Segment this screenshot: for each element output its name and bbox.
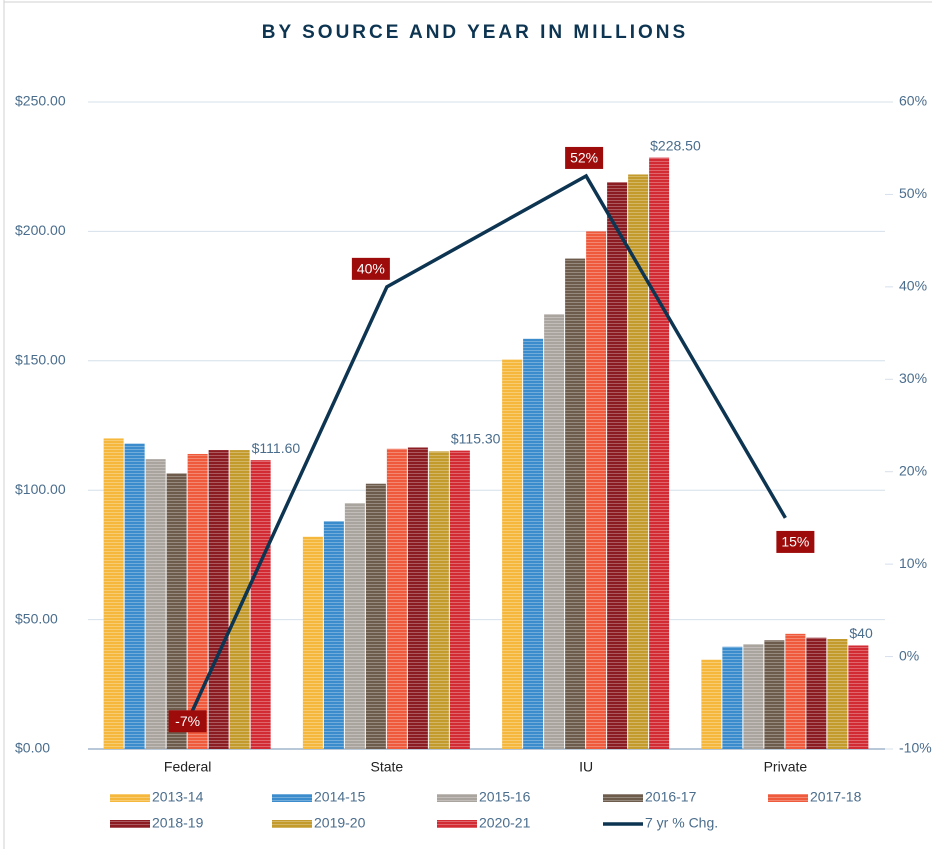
bar-texture xyxy=(607,182,628,749)
bar-texture xyxy=(649,157,670,750)
bar-texture xyxy=(124,443,145,749)
legend-texture xyxy=(603,794,643,802)
y2-tick-label: 60% xyxy=(899,93,927,109)
data-label: 40% xyxy=(357,261,385,277)
bar-texture xyxy=(848,645,869,749)
y2-tick-label: 30% xyxy=(899,370,927,386)
bar-texture xyxy=(449,450,470,749)
label-box xyxy=(776,530,815,553)
legend-texture xyxy=(110,820,150,828)
legend-texture xyxy=(272,794,312,802)
bar-texture xyxy=(187,453,208,749)
bar-texture xyxy=(502,359,523,749)
bar-texture xyxy=(701,659,722,749)
bar-texture xyxy=(386,448,407,749)
data-label: -7% xyxy=(175,713,200,729)
legend-label: 2014-15 xyxy=(314,789,366,805)
x-tick-label: State xyxy=(371,759,404,775)
bar-texture xyxy=(565,258,586,749)
bar-texture xyxy=(628,174,649,750)
bar-texture xyxy=(743,644,764,749)
bar-texture xyxy=(344,503,365,749)
x-tick-label: IU xyxy=(579,759,593,775)
y-tick-label: $200.00 xyxy=(15,222,66,238)
bar-texture xyxy=(544,314,565,749)
data-label: $40 xyxy=(849,625,873,641)
y-tick-label: $50.00 xyxy=(15,610,58,626)
y2-tick-label: 20% xyxy=(899,462,927,478)
y2-tick-label: 10% xyxy=(899,555,927,571)
label-box xyxy=(351,257,390,280)
data-label: 52% xyxy=(570,150,598,166)
bar-texture xyxy=(806,637,827,749)
bar-texture xyxy=(407,447,428,749)
legend-label: 2018-19 xyxy=(152,815,204,831)
chart-title: BY SOURCE AND YEAR IN MILLIONS xyxy=(262,22,688,43)
legend-label: 2019-20 xyxy=(314,815,366,831)
data-label: $115.30 xyxy=(451,430,501,446)
bar-texture xyxy=(145,459,166,749)
bar-texture xyxy=(586,231,607,749)
bar-texture xyxy=(764,640,785,749)
bar-texture xyxy=(827,639,848,749)
bar-texture xyxy=(208,450,229,749)
line xyxy=(186,173,787,723)
bar-texture xyxy=(250,460,271,749)
bar-texture xyxy=(785,633,806,749)
data-label: $228.50 xyxy=(650,137,701,153)
label-box xyxy=(168,710,207,733)
y2-tick-label: 50% xyxy=(899,185,927,201)
bar-texture xyxy=(323,521,344,749)
label-box xyxy=(565,146,604,169)
bar-texture xyxy=(103,438,124,749)
bar-texture xyxy=(428,451,449,749)
legend-texture xyxy=(272,820,312,828)
bar-texture xyxy=(523,338,544,749)
data-label: $111.60 xyxy=(252,440,301,456)
legend-label: 2016-17 xyxy=(645,789,697,805)
y2-tick-label: 0% xyxy=(899,647,919,663)
legend-texture xyxy=(110,794,150,802)
legend-texture xyxy=(437,794,477,802)
data-label: 15% xyxy=(781,534,809,550)
bar-texture xyxy=(365,483,386,749)
legend-label: 2013-14 xyxy=(152,789,204,805)
y-tick-label: $150.00 xyxy=(15,352,66,368)
bar-texture xyxy=(229,450,250,749)
bar-texture xyxy=(166,473,187,749)
x-tick-label: Private xyxy=(764,759,808,775)
legend-texture xyxy=(437,820,477,828)
bar-texture xyxy=(722,646,743,749)
y-tick-label: $0.00 xyxy=(15,740,50,756)
y2-tick-label: 40% xyxy=(899,278,927,294)
bar-texture xyxy=(302,536,323,749)
y-tick-label: $100.00 xyxy=(15,481,66,497)
legend-label: 2015-16 xyxy=(479,789,531,805)
legend-label: 7 yr % Chg. xyxy=(645,815,718,831)
legend-label: 2020-21 xyxy=(479,815,531,831)
x-tick-label: Federal xyxy=(164,759,211,775)
y-tick-label: $250.00 xyxy=(15,93,66,109)
legend-texture xyxy=(768,794,808,802)
legend-label: 2017-18 xyxy=(810,789,862,805)
y2-tick-label: -10% xyxy=(899,740,932,756)
